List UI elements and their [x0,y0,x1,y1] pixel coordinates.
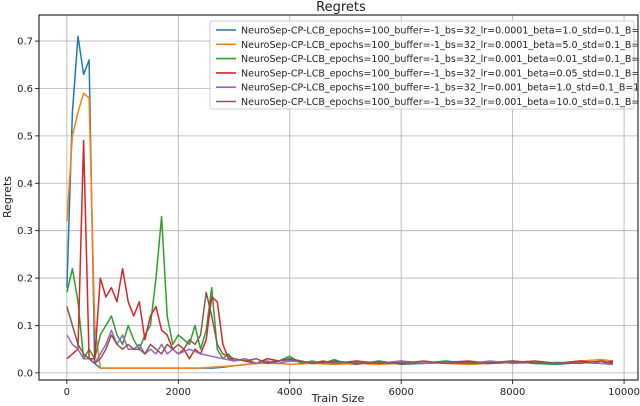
series-lines [66,35,614,369]
legend-box [209,20,635,110]
y-tick-label: 0.2 [17,274,33,285]
y-tick-label: 0.6 [17,84,33,95]
y-tick-label: 0.1 [17,321,33,332]
x-tick-label: 2000 [166,387,191,398]
legend-entry-1: NeuroSep-CP-LCB_epochs=100_buffer=-1_bs=… [241,26,640,37]
chart-title: Regrets [316,0,366,15]
legend-entry-4: NeuroSep-CP-LCB_epochs=100_buffer=-1_bs=… [241,68,640,79]
x-tick-label: 0 [64,387,70,398]
legend: NeuroSep-CP-LCB_epochs=100_buffer=-1_bs=… [209,20,640,110]
x-tick-label: 4000 [277,387,302,398]
y-tick-label: 0.7 [17,37,33,48]
plot-frame [38,14,639,381]
y-tick-label: 0.4 [17,179,33,190]
y-axis-ticks: 0.0 0.1 0.2 0.3 0.4 0.5 0.6 0.7 [17,37,39,379]
x-axis-ticks: 0 2000 4000 6000 8000 10000 [64,380,640,398]
series-line-6 [66,291,614,365]
legend-entry-3: NeuroSep-CP-LCB_epochs=100_buffer=-1_bs=… [241,54,640,65]
y-tick-label: 0.0 [17,368,33,379]
legend-entry-5: NeuroSep-CP-LCB_epochs=100_buffer=-1_bs=… [241,83,640,94]
x-tick-label: 6000 [388,387,413,398]
series-line-4 [66,139,614,365]
y-axis-label: Regrets [1,176,14,218]
legend-entry-2: NeuroSep-CP-LCB_epochs=100_buffer=-1_bs=… [241,40,640,51]
x-axis-label: Train Size [311,392,365,405]
legend-entry-6: NeuroSep-CP-LCB_epochs=100_buffer=-1_bs=… [241,97,640,108]
x-tick-label: 10000 [608,387,640,398]
series-line-3 [66,215,613,366]
y-tick-label: 0.5 [17,131,33,142]
x-tick-label: 8000 [500,387,525,398]
y-tick-label: 0.3 [17,226,33,237]
